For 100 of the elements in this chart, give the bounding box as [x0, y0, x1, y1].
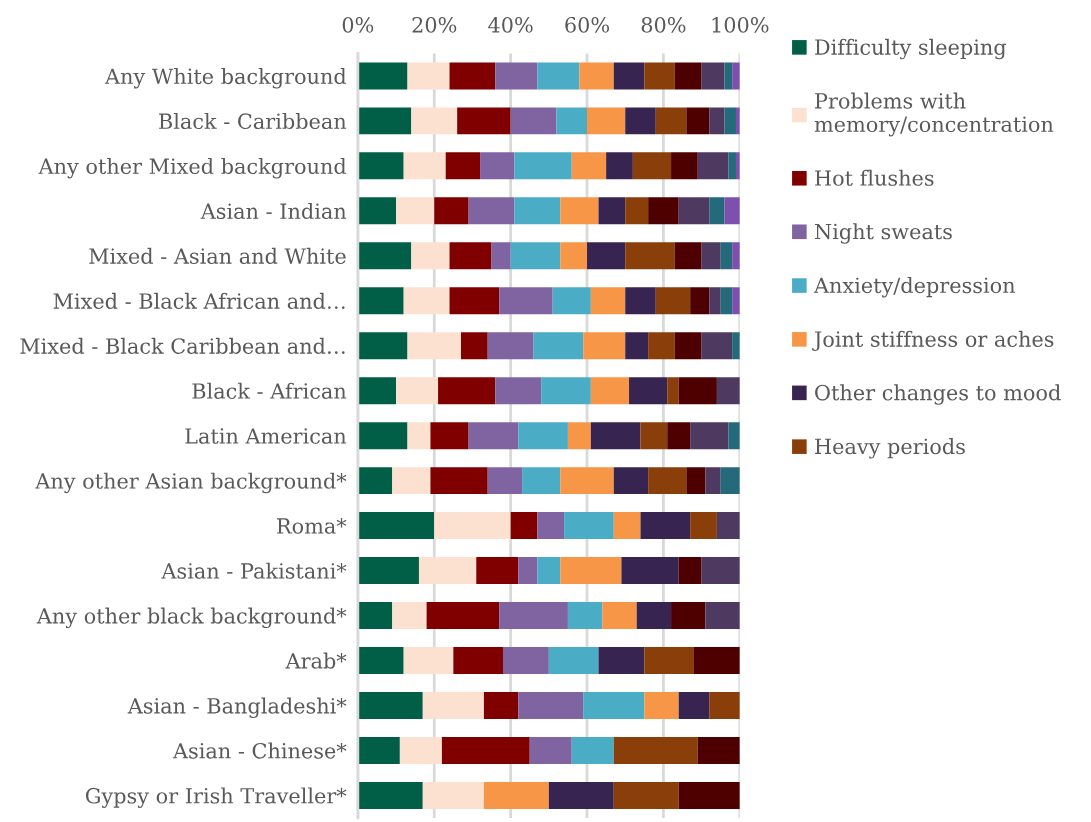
- bar: [625, 287, 656, 315]
- bar: [476, 557, 519, 585]
- bar: [629, 377, 668, 405]
- bar: [724, 107, 736, 135]
- bar: [357, 467, 393, 495]
- bar: [625, 197, 649, 225]
- bar: [449, 62, 496, 90]
- bar: [571, 152, 607, 180]
- bar: [518, 422, 568, 450]
- legend-label: Problems with memory/concentration: [814, 92, 1054, 137]
- bar: [655, 107, 687, 135]
- bar: [671, 602, 706, 630]
- bar: [613, 62, 645, 90]
- bar: [357, 781, 423, 809]
- bar: [357, 287, 404, 315]
- bar: [480, 152, 515, 180]
- legend-label: Difficulty sleeping: [815, 38, 1007, 60]
- bar: [583, 691, 645, 719]
- bar: [357, 602, 393, 630]
- bar: [697, 736, 740, 764]
- bar: [613, 781, 679, 809]
- bar: [625, 107, 656, 135]
- x-tick-label: 60%: [565, 16, 610, 33]
- bar: [407, 422, 431, 450]
- x-tick-label: 80%: [641, 16, 686, 33]
- bar: [701, 557, 740, 585]
- bar: [602, 602, 637, 630]
- y-tick-label: Asian - Pakistani*: [161, 562, 347, 579]
- y-tick-label: Black - African: [192, 382, 347, 399]
- bar: [674, 62, 702, 90]
- bar: [705, 602, 740, 630]
- bar: [510, 512, 538, 540]
- bar: [430, 422, 469, 450]
- bar: [460, 332, 488, 360]
- bar: [678, 197, 710, 225]
- bar: [644, 62, 675, 90]
- bar: [357, 377, 397, 405]
- bar: [560, 197, 599, 225]
- bar: [556, 107, 588, 135]
- bar: [640, 512, 691, 540]
- bar: [560, 467, 614, 495]
- bar: [514, 152, 572, 180]
- y-tick-label: Asian - Bangladeshi*: [127, 697, 347, 719]
- bar: [625, 242, 675, 270]
- bar: [644, 691, 679, 719]
- bar: [732, 287, 740, 315]
- bar: [403, 287, 450, 315]
- bar: [613, 512, 641, 540]
- bar: [728, 152, 736, 180]
- bar: [716, 377, 740, 405]
- y-tick-label: Arab*: [285, 652, 347, 669]
- bar: [674, 242, 702, 270]
- bar: [678, 557, 702, 585]
- bar: [613, 467, 649, 495]
- bar: [732, 62, 740, 90]
- y-tick-label: Asian - Indian: [200, 202, 347, 220]
- bar: [678, 781, 740, 809]
- y-tick-label: Mixed - Black African and…: [53, 292, 345, 309]
- bar: [499, 287, 553, 315]
- bar: [690, 422, 729, 450]
- bar: [357, 736, 400, 764]
- bar: [732, 242, 740, 270]
- bar: [392, 467, 431, 495]
- bar: [732, 332, 740, 360]
- bar: [357, 242, 412, 270]
- y-tick-label: Mixed - Asian and White: [89, 247, 346, 264]
- bar: [468, 197, 515, 225]
- y-tick-label: Roma*: [277, 518, 347, 534]
- y-tick-label: Latin American: [185, 428, 347, 444]
- bar: [567, 602, 603, 630]
- bar: [434, 197, 469, 225]
- bar: [518, 691, 584, 719]
- bar: [357, 557, 419, 585]
- bar: [399, 736, 442, 764]
- bar: [426, 602, 500, 630]
- bar: [598, 647, 645, 674]
- bar: [483, 691, 519, 719]
- bar: [357, 422, 408, 450]
- legend-label: Anxiety/depression: [813, 277, 1016, 298]
- bar: [667, 422, 691, 450]
- bar: [621, 557, 679, 585]
- bar: [445, 152, 481, 180]
- y-tick-label: Gypsy or Irish Traveller*: [85, 787, 347, 808]
- bar: [449, 287, 500, 315]
- bar: [418, 557, 477, 585]
- bar: [571, 736, 614, 764]
- bar: [705, 467, 721, 495]
- bar: [613, 736, 698, 764]
- bar: [522, 467, 561, 495]
- bar: [396, 197, 435, 225]
- bar: [701, 332, 733, 360]
- y-tick-label: Mixed - Black Caribbean and…: [20, 337, 345, 354]
- bar: [411, 242, 450, 270]
- bar: [598, 197, 626, 225]
- x-tick-label: 20%: [412, 16, 457, 33]
- bar: [468, 422, 519, 450]
- legend-label: Heavy periods: [815, 438, 965, 459]
- y-tick-label: Any White background: [104, 68, 347, 89]
- bar: [392, 602, 427, 630]
- bar: [724, 197, 740, 225]
